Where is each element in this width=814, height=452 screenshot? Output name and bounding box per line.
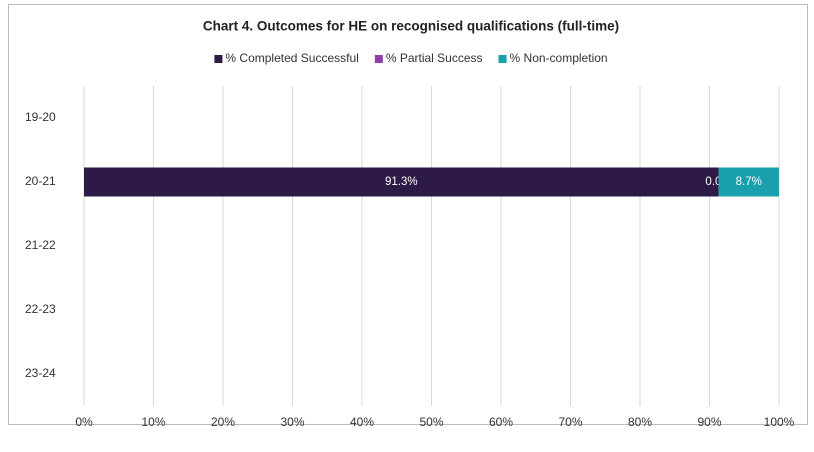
y-tick-label: 19-20 — [25, 110, 56, 124]
x-tick-label: 80% — [628, 415, 652, 429]
x-tick-label: 60% — [489, 415, 513, 429]
bar-segment — [84, 167, 719, 197]
x-tick-label: 40% — [350, 415, 374, 429]
x-tick-label: 0% — [75, 415, 93, 429]
chart-title: Chart 4. Outcomes for HE on recognised q… — [203, 19, 619, 34]
x-tick-label: 90% — [697, 415, 721, 429]
x-tick-label: 10% — [141, 415, 165, 429]
legend-swatch — [214, 55, 223, 63]
legend-label: % Partial Success — [386, 51, 483, 65]
x-tick-label: 50% — [419, 415, 443, 429]
legend-label: % Completed Successful — [225, 51, 358, 65]
x-tick-label: 20% — [211, 415, 235, 429]
y-tick-label: 21-22 — [25, 238, 56, 252]
x-tick-label: 100% — [764, 415, 795, 429]
x-tick-label: 70% — [558, 415, 582, 429]
data-label: 91.3% — [385, 176, 418, 188]
x-tick-label: 30% — [280, 415, 304, 429]
y-tick-label: 22-23 — [25, 302, 56, 316]
chart-border — [8, 4, 808, 425]
data-label: 8.7% — [736, 176, 762, 188]
legend-label: % Non-completion — [510, 51, 608, 65]
y-tick-label: 20-21 — [25, 174, 56, 188]
legend-swatch — [498, 55, 507, 63]
y-tick-label: 23-24 — [25, 366, 56, 380]
legend-swatch — [374, 55, 383, 63]
bar-segment — [718, 167, 779, 197]
